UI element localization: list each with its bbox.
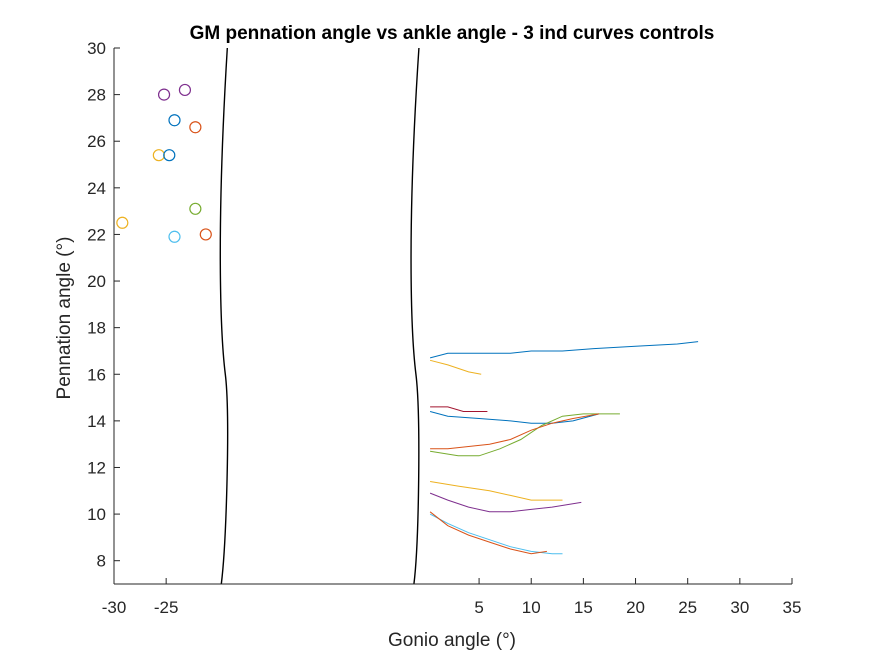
scatter-point: [199, 228, 212, 241]
x-tick-label: 15: [574, 598, 593, 617]
x-tick-label: 25: [678, 598, 697, 617]
scatter-point: [116, 216, 129, 229]
y-tick-label: 12: [87, 458, 106, 477]
plot-area: [116, 83, 699, 555]
scatter-point: [157, 88, 171, 101]
series-line: [430, 413, 600, 450]
y-tick-label: 18: [87, 319, 106, 338]
series-line: [429, 359, 482, 375]
scatter-point: [168, 114, 181, 127]
series-line: [429, 511, 547, 555]
x-axis-ticks: -30 -25 5 10 15 20 25 30 35: [102, 578, 802, 617]
axis-break-marks: [219, 47, 420, 585]
y-tick-label: 30: [87, 39, 106, 58]
scatter-point: [152, 149, 165, 162]
chart-title: GM pennation angle vs ankle angle - 3 in…: [190, 23, 715, 44]
series-line: [430, 481, 563, 501]
y-tick-label: 10: [87, 505, 106, 524]
x-tick-label: 10: [522, 598, 541, 617]
series-line: [429, 513, 563, 555]
y-tick-label: 26: [87, 132, 106, 151]
scatter-point: [163, 149, 176, 162]
axis-break-line: [219, 47, 229, 585]
series-line: [430, 413, 620, 457]
x-tick-label: 35: [783, 598, 802, 617]
y-tick-label: 20: [87, 272, 106, 291]
series-line: [429, 411, 600, 424]
series-line: [429, 341, 699, 359]
scatter-point: [189, 202, 202, 215]
y-tick-label: 14: [87, 412, 106, 431]
y-axis-label: Pennation angle (°): [54, 237, 75, 400]
axis-break-line: [410, 47, 420, 585]
x-tick-label: -25: [154, 598, 179, 617]
y-tick-label: 8: [97, 552, 106, 571]
series-line: [430, 406, 488, 412]
y-axis-ticks: 8 10 12 14 16 18 20 22 24 26 28 30: [87, 39, 120, 571]
scatter-point: [178, 83, 192, 97]
x-axis-label: Gonio angle (°): [388, 630, 516, 651]
x-tick-label: 20: [626, 598, 645, 617]
x-tick-label: -30: [102, 598, 127, 617]
scatter-point: [168, 230, 181, 243]
scatter-point: [189, 121, 202, 134]
x-tick-label: 30: [730, 598, 749, 617]
axes: [113, 48, 792, 585]
y-tick-label: 22: [87, 225, 106, 244]
x-tick-label: 5: [474, 598, 483, 617]
series-line: [429, 492, 582, 513]
y-tick-label: 16: [87, 365, 106, 384]
y-tick-label: 24: [87, 179, 106, 198]
y-tick-label: 28: [87, 86, 106, 105]
